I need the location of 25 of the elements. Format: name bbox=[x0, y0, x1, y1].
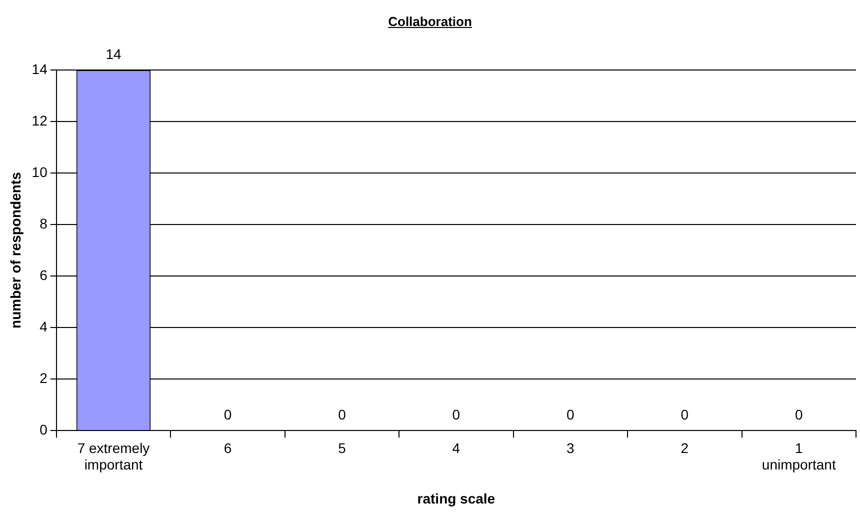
data-label: 0 bbox=[566, 406, 575, 422]
y-tick-label: 10 bbox=[32, 164, 48, 180]
data-label: 14 bbox=[106, 46, 122, 62]
y-axis-title: number of respondents bbox=[7, 172, 24, 328]
y-tick-label: 2 bbox=[40, 370, 48, 386]
y-tick-label: 12 bbox=[32, 112, 48, 128]
x-tick-label: 1 unimportant bbox=[762, 440, 836, 473]
y-tick-label: 14 bbox=[32, 60, 48, 77]
data-label: 0 bbox=[224, 406, 232, 422]
data-label: 0 bbox=[680, 406, 689, 422]
data-label: 0 bbox=[338, 406, 346, 422]
x-tick-label: 5 bbox=[338, 440, 346, 456]
y-tick-label: 6 bbox=[40, 266, 48, 283]
x-tick-label: 6 bbox=[224, 440, 232, 456]
x-tick-label: 3 bbox=[566, 440, 575, 456]
x-tick-label: 2 bbox=[680, 440, 689, 456]
y-tick-label: 8 bbox=[40, 215, 48, 232]
y-tick-label: 0 bbox=[40, 421, 48, 438]
x-tick-label: 7 extremely important bbox=[77, 440, 150, 473]
chart-title: Collaboration bbox=[387, 14, 473, 29]
data-label: 0 bbox=[794, 406, 803, 422]
x-axis-title: rating scale bbox=[417, 490, 496, 506]
y-tick-label: 4 bbox=[40, 318, 48, 334]
data-label: 0 bbox=[452, 406, 460, 422]
x-tick-label: 4 bbox=[452, 440, 460, 456]
